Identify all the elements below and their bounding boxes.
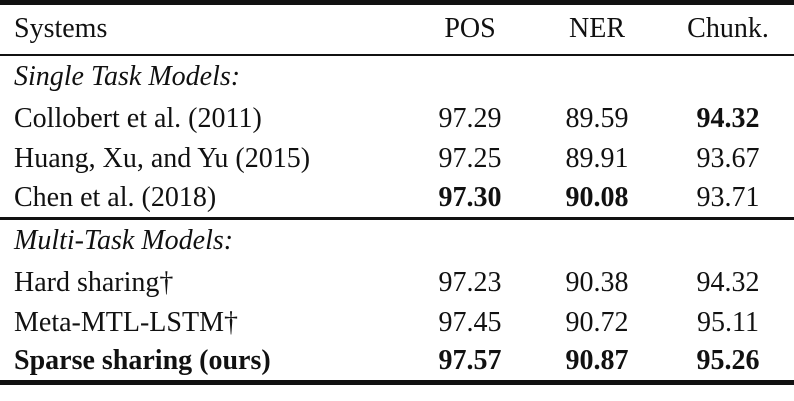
system-name: Meta-MTL-LSTM† (14, 306, 238, 338)
pos-value: 97.23 (438, 266, 502, 298)
column-header-pos: POS (408, 2, 532, 56)
pos-value: 97.57 (438, 345, 502, 377)
section-header-label: Single Task Models: (14, 61, 241, 92)
ner-value: 90.08 (565, 181, 629, 213)
table-row: Collobert et al. (2011) 97.29 89.59 94.3… (0, 99, 794, 139)
table-header: Systems POS NER Chunk. (0, 2, 794, 56)
table-row: Sparse sharing (ours) 97.57 90.87 95.26 (0, 343, 794, 383)
ner-value: 90.87 (565, 345, 629, 377)
section-single-task: Single Task Models: Collobert et al. (20… (0, 55, 794, 219)
table-row: Chen et al. (2018) 97.30 90.08 93.71 (0, 179, 794, 219)
table-row: Meta-MTL-LSTM† 97.45 90.72 95.11 (0, 303, 794, 343)
pos-value: 97.25 (438, 142, 502, 174)
chunk-value: 94.32 (696, 102, 760, 134)
ner-value: 90.38 (565, 266, 629, 298)
chunk-value: 95.11 (697, 306, 759, 338)
section-multi-task: Multi-Task Models: Hard sharing† 97.23 9… (0, 217, 794, 383)
ner-value: 90.72 (565, 306, 629, 338)
section-header-row: Multi-Task Models: (0, 217, 794, 263)
chunk-value: 93.71 (696, 181, 760, 213)
chunk-value: 94.32 (696, 266, 760, 298)
section-header-row: Single Task Models: (0, 55, 794, 99)
table-row: Huang, Xu, and Yu (2015) 97.25 89.91 93.… (0, 139, 794, 179)
table-row: Hard sharing† 97.23 90.38 94.32 (0, 263, 794, 303)
system-name: Sparse sharing (ours) (14, 345, 271, 377)
system-name: Chen et al. (2018) (14, 181, 217, 213)
pos-value: 97.30 (438, 181, 502, 213)
chunk-value: 95.26 (696, 345, 760, 377)
pos-value: 97.45 (438, 306, 502, 338)
ner-value: 89.91 (565, 142, 629, 174)
column-header-systems: Systems (0, 2, 408, 56)
column-header-chunk: Chunk. (662, 2, 794, 56)
results-table: Systems POS NER Chunk. Single Task Model… (0, 0, 794, 385)
system-name: Collobert et al. (2011) (14, 102, 262, 134)
chunk-value: 93.67 (696, 142, 760, 174)
system-name: Huang, Xu, and Yu (2015) (14, 142, 311, 174)
pos-value: 97.29 (438, 102, 502, 134)
column-header-ner: NER (532, 2, 662, 56)
header-row: Systems POS NER Chunk. (0, 2, 794, 56)
ner-value: 89.59 (565, 102, 629, 134)
system-name: Hard sharing† (14, 266, 174, 298)
section-header-label: Multi-Task Models: (0, 217, 794, 263)
